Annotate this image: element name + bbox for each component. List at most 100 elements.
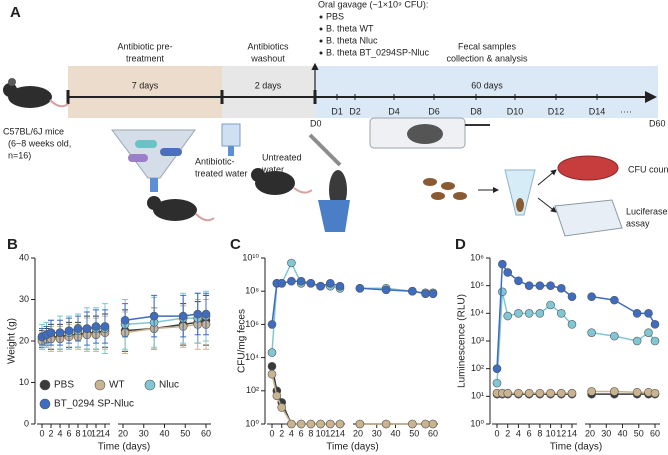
- water-bottle: [221, 123, 241, 147]
- timeline-label: D60: [649, 118, 666, 128]
- legend-label: Nluc: [159, 380, 179, 391]
- x-tick-label: 20: [118, 428, 128, 438]
- marker: [535, 309, 545, 318]
- tube: [516, 198, 524, 212]
- x-tick-label: 40: [390, 428, 400, 438]
- x-tick-label: 20: [353, 428, 363, 438]
- marker: [535, 281, 545, 290]
- marker: [408, 286, 417, 296]
- marker: [503, 268, 513, 277]
- marker: [498, 287, 507, 297]
- marker: [120, 315, 130, 325]
- marker: [277, 403, 287, 412]
- x-tick-label: 0: [39, 428, 44, 438]
- marker: [201, 309, 211, 319]
- gavage-list: [319, 15, 323, 55]
- illustration-label: Luciferase: [626, 206, 668, 216]
- timeline-label: D2: [349, 106, 361, 116]
- x-tick-label: 60: [428, 428, 438, 438]
- legend-marker: [39, 379, 51, 391]
- marker: [650, 336, 660, 346]
- timeline-label: D6: [428, 106, 440, 116]
- illustration-label: treated water: [195, 168, 248, 178]
- marker: [535, 388, 545, 398]
- marker: [587, 387, 596, 396]
- x-tick-label: 12: [556, 428, 566, 438]
- antibiotic-funnel: [150, 178, 158, 192]
- metabolic-cage: [407, 124, 443, 144]
- timeline-label: D8: [470, 106, 482, 116]
- marker: [556, 309, 566, 318]
- x-tick-label: 12: [91, 428, 101, 438]
- phase-title: collection & analysis: [446, 53, 528, 63]
- gavage-group: PBS: [326, 11, 344, 21]
- mouse-icon: [3, 83, 17, 97]
- y-tick-label: 40: [19, 252, 29, 262]
- illustration-label: CFU counting: [628, 164, 668, 174]
- marker: [408, 419, 417, 429]
- series-line: [271, 366, 340, 425]
- x-tick-label: 14: [100, 428, 110, 438]
- marker: [421, 419, 430, 429]
- marker: [267, 348, 277, 357]
- fecal-pellets: [441, 182, 455, 190]
- marker: [632, 336, 642, 346]
- illustration-label: Untreated: [262, 152, 302, 162]
- x-tick-label: 10: [546, 428, 556, 438]
- antibiotic-funnel: [128, 154, 148, 162]
- x-tick-label: 6: [527, 428, 532, 438]
- panel-label: A: [10, 4, 21, 21]
- marker: [100, 322, 110, 331]
- marker: [296, 276, 306, 286]
- illustration-label: water: [261, 164, 284, 174]
- illustration-label: Antibiotic-: [195, 156, 235, 166]
- gavage-list: [319, 27, 323, 31]
- marker: [492, 378, 502, 388]
- y-tick-label: 10⁶: [470, 252, 484, 262]
- y-tick-label: 10¹: [471, 391, 484, 401]
- mouse-icon: [153, 199, 197, 221]
- mouse-icon: [255, 171, 295, 195]
- antibiotic-funnel: [111, 129, 196, 179]
- x-tick-label: 0: [494, 428, 499, 438]
- y-axis-label: Luminescence (RLU): [457, 294, 468, 388]
- legend-label: PBS: [54, 380, 74, 391]
- fecal-pellets: [423, 178, 437, 186]
- phase-box: [222, 66, 315, 118]
- mouse-icon: [147, 196, 161, 210]
- x-tick-label: 6: [66, 428, 71, 438]
- gavage-group: B. theta WT: [326, 23, 374, 33]
- marker: [632, 309, 642, 318]
- marker: [644, 328, 653, 337]
- y-tick-label: 10⁴: [470, 308, 484, 318]
- gavage-group: B. theta Nluc: [326, 35, 378, 45]
- x-tick-label: 8: [75, 428, 80, 438]
- marker: [492, 364, 502, 373]
- marker: [178, 311, 188, 321]
- marker: [335, 281, 345, 291]
- petri-dish: [557, 155, 619, 181]
- x-tick-label: 14: [567, 428, 577, 438]
- metabolic-cage: [369, 117, 490, 149]
- marker: [546, 300, 555, 310]
- x-axis-label: Time (days): [550, 442, 602, 453]
- gavage-group: B. theta BT_0294SP-Nluc: [326, 47, 430, 57]
- y-tick-label: 0: [24, 418, 29, 428]
- y-tick-label: 10³: [471, 335, 484, 345]
- x-tick-label: 6: [299, 428, 304, 438]
- marker: [524, 281, 534, 290]
- panel-label: D: [455, 236, 466, 253]
- fecal-pellets: [453, 192, 467, 200]
- y-tick-label: 10⁸: [245, 286, 259, 296]
- mouse-icon: [251, 168, 265, 182]
- duration: 7 days: [132, 80, 159, 90]
- illustration-label: assay: [626, 218, 650, 228]
- antibiotic-funnel: [135, 140, 157, 148]
- phase-title: Fecal samples: [458, 41, 517, 51]
- marker: [650, 388, 660, 398]
- x-tick-label: 4: [57, 428, 62, 438]
- well-plate: [554, 199, 623, 237]
- marker: [498, 259, 507, 269]
- legend-marker: [144, 379, 156, 391]
- marker: [287, 276, 296, 286]
